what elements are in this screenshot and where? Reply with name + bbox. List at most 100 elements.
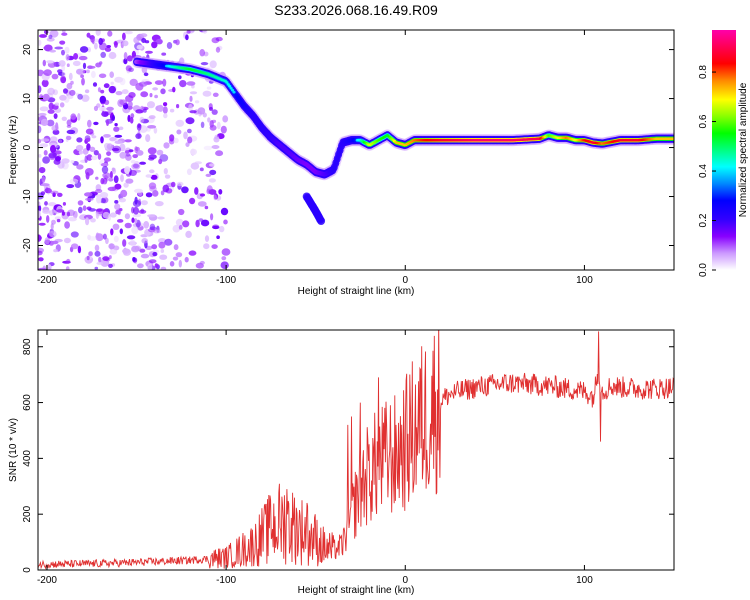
noise-speckle: [129, 78, 138, 86]
noise-speckle: [185, 230, 192, 238]
noise-speckle: [187, 128, 192, 134]
noise-speckle: [209, 60, 217, 69]
noise-speckle: [141, 66, 148, 74]
noise-speckle: [140, 200, 148, 206]
noise-speckle: [111, 114, 115, 121]
y-tick-label: 0: [22, 567, 33, 573]
ridge-core: [339, 143, 344, 149]
noise-speckle: [130, 113, 135, 119]
y-tick-label: -10: [22, 189, 33, 204]
noise-speckle: [119, 77, 126, 86]
noise-speckle: [158, 104, 164, 112]
noise-speckle: [84, 192, 93, 197]
noise-speckle: [66, 258, 71, 264]
noise-speckle: [86, 255, 90, 261]
noise-speckle: [95, 176, 99, 180]
noise-speckle: [125, 154, 132, 161]
noise-speckle: [77, 245, 82, 254]
noise-speckle: [75, 144, 84, 152]
noise-speckle: [44, 201, 48, 206]
noise-speckle: [147, 263, 153, 270]
noise-speckle: [199, 193, 206, 197]
snr-panel: -200 -100 0 100 0 200 400 600 800 Height of stra…: [8, 329, 675, 596]
noise-speckle: [77, 200, 84, 206]
noise-speckle: [150, 174, 158, 180]
noise-speckle: [211, 145, 220, 149]
noise-speckle: [126, 55, 133, 62]
noise-speckle: [110, 81, 114, 85]
noise-speckle: [127, 114, 131, 123]
ridge-peak: [229, 87, 233, 90]
noise-speckle: [46, 119, 55, 127]
noise-speckle: [96, 208, 103, 212]
noise-speckle: [86, 154, 93, 161]
noise-speckle: [76, 68, 85, 75]
noise-speckle: [220, 125, 227, 134]
y-tick-label: -20: [22, 238, 33, 253]
noise-speckle: [145, 50, 153, 54]
colorbar-bar: [712, 30, 736, 270]
noise-speckle: [42, 93, 50, 101]
noise-speckle: [103, 157, 112, 162]
noise-speckle: [178, 225, 183, 230]
noise-speckle: [50, 145, 57, 153]
noise-speckle: [42, 156, 50, 164]
noise-speckle: [61, 72, 66, 77]
noise-speckle: [98, 106, 107, 111]
noise-speckle: [106, 45, 111, 48]
noise-speckle: [173, 244, 179, 251]
snr-ylabel: SNR (10 * v/v): [8, 418, 19, 482]
noise-speckle: [221, 256, 227, 261]
noise-speckle: [60, 76, 66, 84]
noise-speckle: [176, 104, 180, 109]
noise-speckle: [126, 235, 136, 240]
noise-speckle: [93, 105, 99, 111]
colorbar-tick-label: 0.2: [698, 213, 709, 227]
noise-speckle: [48, 152, 57, 159]
noise-speckle: [90, 35, 95, 43]
noise-speckle: [46, 215, 50, 223]
noise-speckle: [89, 146, 96, 152]
noise-speckle: [69, 178, 79, 185]
noise-speckle: [133, 206, 139, 215]
noise-speckle: [211, 244, 218, 250]
noise-speckle: [169, 108, 175, 113]
noise-speckle: [219, 225, 225, 233]
noise-speckle: [185, 117, 195, 125]
noise-speckle: [166, 42, 173, 49]
noise-speckle: [106, 106, 114, 111]
noise-speckle: [140, 91, 149, 98]
noise-speckle: [121, 89, 129, 95]
noise-speckle: [197, 201, 207, 207]
noise-speckle: [84, 155, 88, 163]
noise-speckle: [97, 153, 102, 160]
noise-speckle: [204, 205, 209, 210]
noise-speckle: [148, 115, 156, 120]
y-tick-label: 0: [22, 144, 33, 150]
noise-speckle: [148, 228, 156, 233]
noise-speckle: [54, 143, 59, 148]
noise-speckle: [44, 30, 49, 35]
noise-speckle: [185, 142, 190, 148]
noise-speckle: [205, 173, 212, 177]
noise-speckle: [38, 201, 41, 207]
noise-speckle: [108, 263, 113, 268]
noise-speckle: [42, 59, 46, 67]
noise-speckle: [38, 257, 44, 262]
noise-speckle: [66, 135, 72, 141]
noise-speckle: [164, 174, 171, 179]
noise-speckle: [38, 234, 42, 242]
colorbar-tick-label: 0.0: [698, 263, 709, 277]
noise-speckle: [209, 163, 216, 167]
noise-speckle: [66, 211, 71, 217]
noise-speckle: [139, 248, 146, 253]
noise-speckle: [72, 60, 81, 67]
noise-speckle: [85, 172, 90, 180]
noise-speckle: [163, 113, 168, 119]
noise-speckle: [172, 256, 179, 261]
noise-speckle: [147, 147, 157, 155]
noise-speckle: [123, 52, 128, 60]
noise-speckle: [113, 175, 119, 184]
noise-speckle: [218, 189, 223, 195]
noise-speckle: [132, 154, 138, 159]
